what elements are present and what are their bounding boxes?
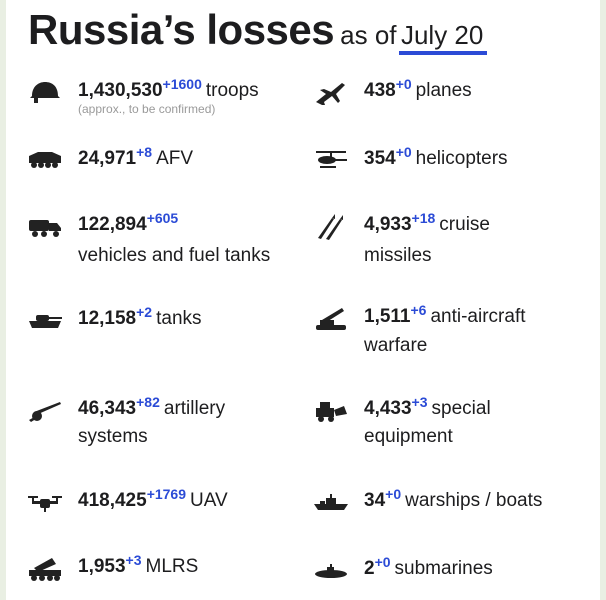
stat-label-line2: systems [78,426,148,447]
submarine-icon [312,558,350,584]
anti-aircraft-icon [312,306,350,332]
stat-label: anti-aircraft [430,306,526,327]
stat-delta: +1769 [146,486,187,502]
warship-icon [312,490,350,516]
stat-label: cruise [439,214,490,235]
artillery-icon [26,398,64,424]
title-sub: as of [340,20,397,50]
helmet-icon [26,80,64,106]
plane-icon [312,80,350,106]
stat-value: 354 [364,148,396,169]
stat-value: 24,971 [78,148,137,169]
stat-value: 2 [364,558,375,579]
stat-label: artillery [163,398,226,419]
stat-label-line2: vehicles and fuel tanks [78,245,271,266]
special-equipment-icon [312,398,350,424]
stat-delta: +3 [125,552,142,568]
title-main: Russia’s losses [28,6,335,53]
stat-label: MLRS [145,556,199,577]
stat-label: AFV [156,148,194,169]
stat-value: 1,953 [78,556,126,577]
drone-icon [26,490,64,516]
mlrs-icon [26,556,64,582]
stat-delta: +1600 [162,76,202,92]
stat-label: helicopters [415,148,508,169]
afv-icon [26,146,64,172]
stat-delta: +18 [411,210,436,226]
stat-delta: +82 [136,394,160,410]
stat-value: 418,425 [78,490,147,511]
title-date: July 20 [400,20,484,50]
stat-delta: +0 [395,76,412,92]
tank-icon [26,308,64,334]
stat-value: 4,433 [364,398,412,419]
stat-value: 34 [364,490,386,511]
stat-delta: +605 [146,210,179,226]
stat-value: 46,343 [78,398,137,419]
page-title: Russia’s losses as of July 20 [28,6,483,54]
stat-delta: +0 [395,144,412,160]
missile-icon [312,214,350,240]
stat-label-line2: equipment [364,426,453,447]
helicopter-icon [312,146,350,172]
stat-value: 122,894 [78,214,147,235]
stat-delta: +0 [385,486,402,502]
stat-label-line2: missiles [364,245,432,266]
stat-delta: +8 [136,144,153,160]
stat-value: 438 [364,80,396,101]
losses-card: Russia’s losses as of July 20 1,430,530+1… [6,0,600,600]
stat-note: (approx., to be confirmed) [78,102,216,116]
stat-label: submarines [394,558,493,579]
stat-delta: +3 [411,394,428,410]
stat-label: special [431,398,491,419]
stat-delta: +2 [136,304,153,320]
stat-value: 4,933 [364,214,412,235]
truck-icon [26,214,64,240]
stat-label-line2: warfare [364,335,428,356]
stat-label: tanks [156,308,202,329]
stat-label: troops [205,80,259,101]
stat-label: warships / boats [405,490,543,511]
stat-value: 12,158 [78,308,137,329]
stat-delta: +6 [410,302,427,318]
stat-delta: +0 [374,554,391,570]
stat-label: planes [415,80,472,101]
stat-value: 1,511 [364,306,411,327]
stat-value: 1,430,530 [78,80,163,101]
stat-label: UAV [190,490,228,511]
